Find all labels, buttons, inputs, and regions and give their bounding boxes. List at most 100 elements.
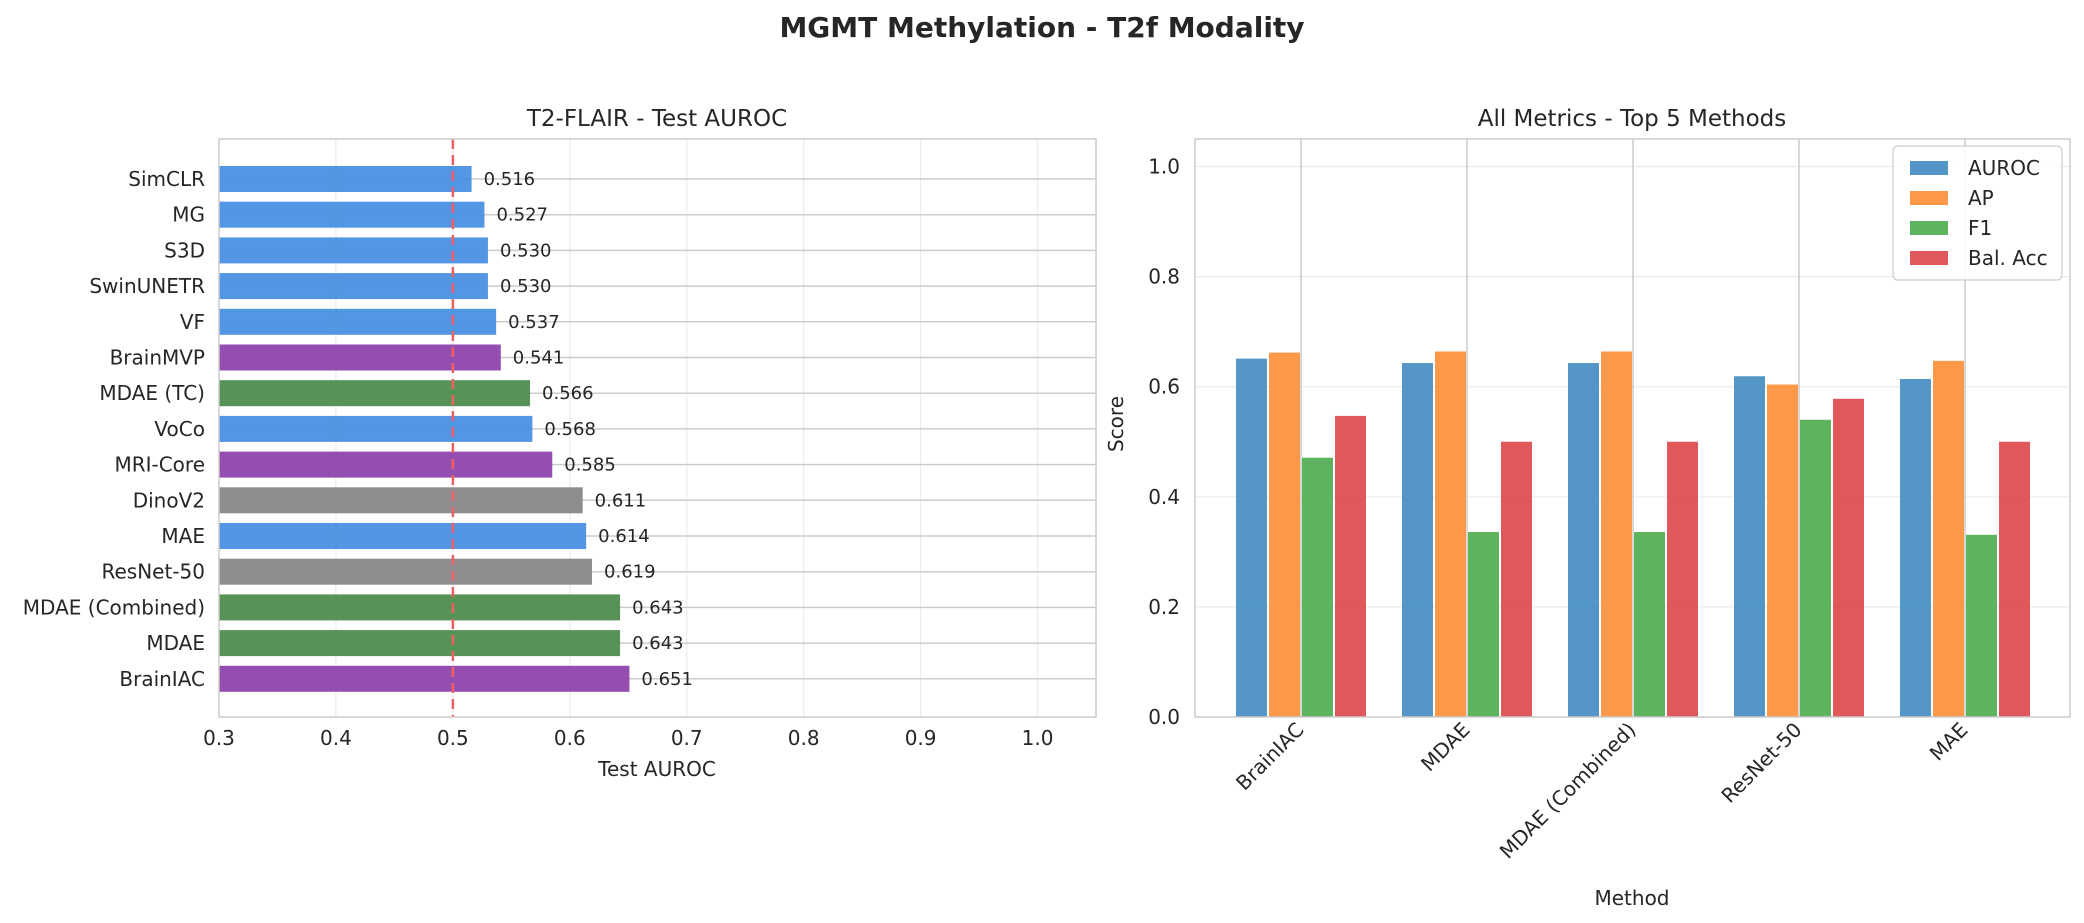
value-label: 0.643 <box>632 597 684 618</box>
left-chart-title: T2-FLAIR - Test AUROC <box>526 106 787 132</box>
right-chart: All Metrics - Top 5 Methods 0.0 0.2 0.4 0.6… <box>1104 106 2071 910</box>
y-tick-label: MDAE (TC) <box>99 381 205 405</box>
right-chart-title: All Metrics - Top 5 Methods <box>1478 106 1787 132</box>
x-tick-label: MAE <box>1925 718 1973 766</box>
x-tick-label: 0.4 <box>320 726 352 750</box>
y-tick-label: SwinUNETR <box>89 274 205 298</box>
y-tick-label: S3D <box>164 238 205 262</box>
left-value-labels: 0.516 0.527 0.530 0.530 0.537 0.541 0.566 0.568… <box>484 169 693 690</box>
bar <box>1833 398 1864 717</box>
y-tick-label: 0.4 <box>1148 485 1180 509</box>
bar <box>219 308 497 335</box>
y-tick-label: 1.0 <box>1148 155 1180 179</box>
right-x-axis-label: Method <box>1594 886 1669 910</box>
value-label: 0.568 <box>544 419 596 440</box>
y-tick-label: 0.8 <box>1148 265 1180 289</box>
legend-box <box>1892 145 2063 281</box>
value-label: 0.619 <box>604 562 656 583</box>
x-tick-label: MDAE (Combined) <box>1495 718 1641 864</box>
right-x-tick-labels: BrainIAC MDAE MDAE (Combined) ResNet-50 MAE <box>1231 718 1973 864</box>
bar <box>219 273 488 300</box>
bar <box>219 166 472 192</box>
left-chart: T2-FLAIR - Test AUROC 0.5160.5270.5300.5… <box>23 106 1097 781</box>
x-tick-label: MDAE <box>1416 718 1474 776</box>
bar <box>219 558 593 585</box>
value-label: 0.643 <box>632 633 684 654</box>
bar <box>1601 351 1632 717</box>
bar <box>1634 532 1665 717</box>
bar <box>219 237 488 264</box>
bar <box>1236 358 1267 717</box>
y-tick-label: 0.2 <box>1148 595 1180 619</box>
bar <box>219 380 531 407</box>
bar <box>219 487 583 514</box>
bar <box>1966 534 1997 717</box>
left-x-tick-labels: 0.3 0.4 0.5 0.6 0.7 0.8 0.9 1.0 <box>203 726 1053 750</box>
value-label: 0.541 <box>513 348 565 369</box>
value-label: 0.611 <box>595 490 647 511</box>
y-tick-label: BrainMVP <box>110 346 205 370</box>
bar <box>219 523 587 549</box>
value-label: 0.651 <box>641 669 693 690</box>
legend-label: AP <box>1968 186 1994 210</box>
y-tick-label: MG <box>172 203 205 227</box>
left-y-tick-labels: SimCLR MG S3D SwinUNETR VF BrainMVP MDAE (TC) V… <box>23 167 205 691</box>
legend: AUROC AP F1 Bal. Acc <box>1892 145 2063 281</box>
bar <box>1999 441 2030 717</box>
bar <box>1501 441 1532 717</box>
value-label: 0.530 <box>500 276 552 297</box>
bar <box>1269 352 1300 717</box>
bar <box>1302 457 1333 717</box>
x-tick-label: ResNet-50 <box>1716 718 1806 808</box>
left-axes-frame <box>218 138 1097 718</box>
x-tick-label: 1.0 <box>1022 726 1054 750</box>
legend-label: Bal. Acc <box>1968 246 2048 270</box>
right-y-tick-labels: 0.0 0.2 0.4 0.6 0.8 1.0 <box>1148 155 1180 729</box>
legend-label: F1 <box>1968 216 1992 240</box>
bar <box>219 415 533 442</box>
bar <box>219 665 630 692</box>
value-label: 0.516 <box>484 169 536 190</box>
y-tick-label: 0.6 <box>1148 375 1180 399</box>
x-tick-label: 0.6 <box>554 726 586 750</box>
y-tick-label: ResNet-50 <box>102 560 206 584</box>
value-label: 0.530 <box>500 240 552 261</box>
value-label: 0.614 <box>598 526 650 547</box>
figure-title: MGMT Methylation - T2f Modality <box>779 11 1304 44</box>
right-y-axis-label: Score <box>1104 396 1128 452</box>
x-tick-label: 0.5 <box>437 726 469 750</box>
bar <box>219 344 501 371</box>
bar <box>1435 351 1466 717</box>
value-label: 0.566 <box>542 383 594 404</box>
bar <box>1568 363 1599 717</box>
legend-swatch <box>1910 251 1948 265</box>
x-tick-label: 0.9 <box>905 726 937 750</box>
bar <box>219 594 621 621</box>
bar <box>1900 379 1931 717</box>
x-tick-label: 0.7 <box>671 726 703 750</box>
bar <box>219 451 553 478</box>
bar <box>219 630 621 657</box>
value-label: 0.537 <box>508 312 560 333</box>
y-tick-label: VoCo <box>154 417 205 441</box>
bar <box>1800 419 1831 717</box>
y-tick-label: MAE <box>161 524 205 548</box>
bar <box>1767 384 1798 717</box>
bar <box>1335 415 1366 717</box>
right-axes-frame <box>1194 138 2071 718</box>
y-tick-label: BrainIAC <box>119 667 205 691</box>
y-tick-label: VF <box>180 310 205 334</box>
bar <box>1734 376 1765 717</box>
value-label: 0.585 <box>564 455 616 476</box>
y-tick-label: DinoV2 <box>133 488 205 512</box>
value-label: 0.527 <box>496 205 548 226</box>
legend-label: AUROC <box>1968 156 2040 180</box>
y-tick-label: MDAE (Combined) <box>23 595 205 619</box>
x-tick-label: BrainIAC <box>1231 718 1309 796</box>
y-tick-label: MRI-Core <box>114 453 205 477</box>
bar <box>1933 360 1964 717</box>
bar <box>219 201 485 228</box>
y-tick-label: SimCLR <box>128 167 205 191</box>
bar <box>1468 532 1499 717</box>
legend-swatch <box>1910 191 1948 205</box>
